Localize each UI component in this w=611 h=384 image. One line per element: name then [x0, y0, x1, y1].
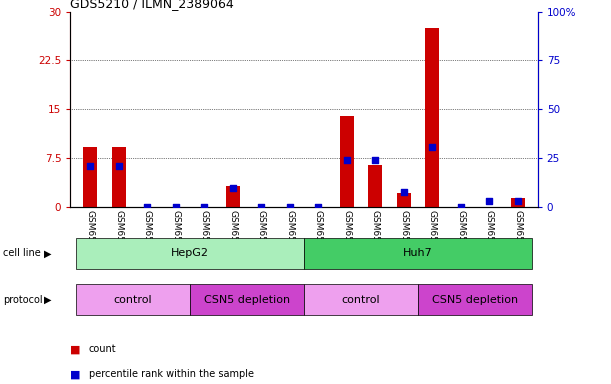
Text: GSM651291: GSM651291 — [285, 210, 295, 265]
Bar — [112, 147, 126, 207]
Text: control: control — [342, 295, 380, 305]
Text: percentile rank within the sample: percentile rank within the sample — [89, 369, 254, 379]
Bar — [368, 165, 382, 207]
Bar — [304, 238, 532, 269]
Point — [456, 204, 466, 210]
Text: GSM651287: GSM651287 — [171, 210, 180, 265]
Point — [342, 157, 351, 164]
Point — [171, 204, 181, 210]
Text: GSM651299: GSM651299 — [513, 210, 522, 265]
Point — [427, 144, 437, 150]
Point — [199, 204, 209, 210]
Point — [86, 163, 95, 169]
Bar — [418, 284, 532, 315]
Text: GSM651296: GSM651296 — [428, 210, 437, 265]
Text: GSM651295: GSM651295 — [399, 210, 408, 265]
Text: GDS5210 / ILMN_2389064: GDS5210 / ILMN_2389064 — [70, 0, 234, 10]
Point — [399, 189, 409, 195]
Bar — [397, 193, 411, 207]
Point — [370, 157, 380, 164]
Text: GSM651285: GSM651285 — [114, 210, 123, 265]
Text: CSN5 depletion: CSN5 depletion — [432, 295, 518, 305]
Point — [485, 199, 494, 205]
Point — [513, 199, 522, 205]
Text: HepG2: HepG2 — [171, 248, 209, 258]
Point — [313, 204, 323, 210]
Bar — [425, 28, 439, 207]
Text: Huh7: Huh7 — [403, 248, 433, 258]
Bar — [225, 187, 240, 207]
Text: GSM651284: GSM651284 — [86, 210, 95, 265]
Text: ▶: ▶ — [45, 248, 52, 258]
Text: count: count — [89, 344, 116, 354]
Point — [285, 204, 295, 210]
Point — [257, 204, 266, 210]
Point — [114, 163, 123, 169]
Bar — [76, 284, 190, 315]
Text: GSM651294: GSM651294 — [371, 210, 379, 265]
Text: ■: ■ — [70, 369, 81, 379]
Bar — [340, 116, 354, 207]
Point — [142, 204, 152, 210]
Text: control: control — [114, 295, 152, 305]
Text: cell line: cell line — [3, 248, 41, 258]
Bar — [83, 147, 97, 207]
Text: GSM651298: GSM651298 — [485, 210, 494, 265]
Text: GSM651297: GSM651297 — [456, 210, 465, 265]
Text: GSM651286: GSM651286 — [143, 210, 152, 265]
Text: protocol: protocol — [3, 295, 43, 305]
Text: CSN5 depletion: CSN5 depletion — [204, 295, 290, 305]
Text: GSM651288: GSM651288 — [200, 210, 209, 265]
Text: GSM651289: GSM651289 — [229, 210, 237, 265]
Point — [228, 185, 238, 191]
Text: GSM651290: GSM651290 — [257, 210, 266, 265]
Text: GSM651293: GSM651293 — [342, 210, 351, 265]
Bar — [304, 284, 418, 315]
Text: GSM651292: GSM651292 — [313, 210, 323, 265]
Text: ▶: ▶ — [45, 295, 52, 305]
Text: ■: ■ — [70, 344, 81, 354]
Bar — [511, 197, 525, 207]
Bar — [76, 238, 304, 269]
Bar — [190, 284, 304, 315]
